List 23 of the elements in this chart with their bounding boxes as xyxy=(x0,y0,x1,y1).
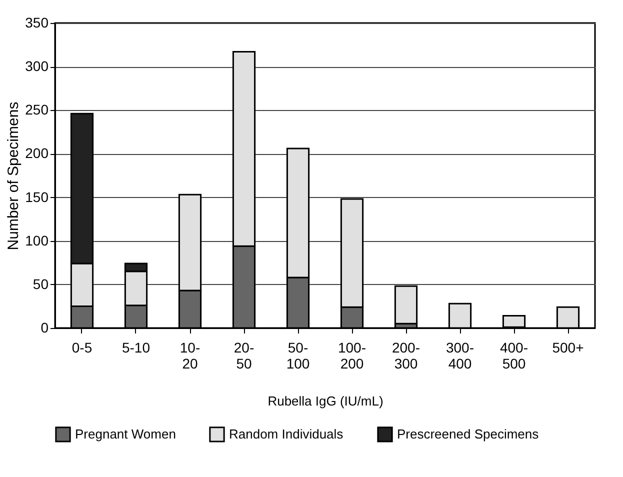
y-tick-label: 0 xyxy=(40,320,49,336)
y-tick-label: 200 xyxy=(25,145,49,162)
x-tick-label: 100- 200 xyxy=(338,340,366,372)
x-tick-label: 300- 400 xyxy=(446,340,474,372)
y-tick-label: 250 xyxy=(25,102,49,118)
legend-label: Pregnant Women xyxy=(75,426,176,442)
x-tick-label: 200- 300 xyxy=(392,340,420,372)
y-tick-label: 50 xyxy=(32,276,49,292)
y-tick-label: 300 xyxy=(25,58,49,74)
legend-label: Prescreened Specimens xyxy=(397,426,540,442)
y-tick-label: 350 xyxy=(25,14,49,30)
y-axis-title: Number of Specimens xyxy=(5,102,22,250)
x-tick-label: 0-5 xyxy=(72,340,92,356)
x-tick-label: 20- 50 xyxy=(234,340,254,372)
x-tick-label: 5-10 xyxy=(122,340,150,356)
x-tick-label: 400- 500 xyxy=(500,340,528,372)
legend-label: Random Individuals xyxy=(229,426,344,442)
x-tick-label: 10- 20 xyxy=(180,340,200,372)
y-tick-label: 150 xyxy=(25,188,49,205)
x-tick-label: 500+ xyxy=(552,340,584,356)
x-tick-label: 50- 100 xyxy=(286,340,310,372)
x-axis-title: Rubella IgG (IU/mL) xyxy=(268,394,384,408)
y-tick-label: 100 xyxy=(25,232,49,248)
